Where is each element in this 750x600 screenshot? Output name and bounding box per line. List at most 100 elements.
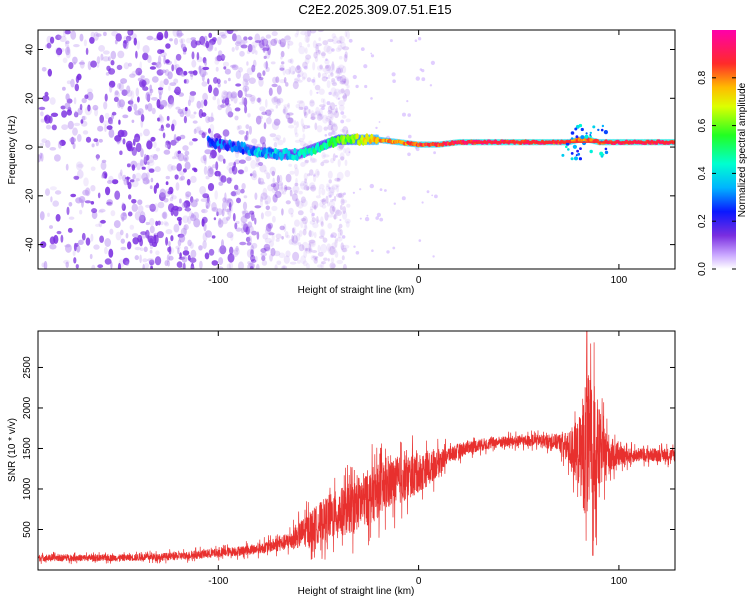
noise-speckle xyxy=(141,80,147,87)
noise-speckle xyxy=(314,111,318,116)
noise-speckle xyxy=(268,113,272,118)
noise-speckle xyxy=(297,74,301,78)
noise-speckle xyxy=(121,89,128,96)
noise-speckle xyxy=(91,143,95,148)
noise-speckle xyxy=(417,37,422,41)
noise-speckle xyxy=(167,164,174,172)
noise-speckle xyxy=(186,178,191,186)
noise-speckle xyxy=(328,187,335,196)
noise-speckle xyxy=(73,122,81,127)
noise-speckle xyxy=(126,89,133,97)
noise-speckle xyxy=(202,92,209,102)
noise-speckle xyxy=(430,60,435,65)
noise-speckle xyxy=(314,56,319,63)
noise-speckle xyxy=(178,234,186,243)
noise-speckle xyxy=(184,157,188,161)
noise-speckle xyxy=(343,148,347,154)
noise-speckle xyxy=(276,175,280,184)
noise-speckle xyxy=(330,264,337,268)
noise-speckle xyxy=(49,186,57,191)
noise-speckle xyxy=(57,35,62,39)
noise-speckle xyxy=(143,153,147,163)
noise-speckle xyxy=(128,194,132,200)
noise-speckle xyxy=(145,104,148,111)
noise-speckle xyxy=(77,163,84,168)
noise-speckle xyxy=(62,86,66,91)
noise-speckle xyxy=(283,223,287,232)
noise-speckle xyxy=(190,249,197,259)
noise-speckle xyxy=(99,114,104,124)
noise-speckle xyxy=(120,212,128,221)
noise-speckle xyxy=(221,90,228,100)
noise-speckle xyxy=(169,99,175,108)
noise-speckle xyxy=(230,64,237,68)
noise-speckle xyxy=(330,63,336,72)
noise-speckle xyxy=(308,243,312,251)
noise-speckle xyxy=(271,121,280,130)
noise-speckle xyxy=(183,115,187,124)
noise-speckle xyxy=(292,251,300,262)
noise-speckle xyxy=(263,55,267,60)
noise-speckle xyxy=(100,161,107,170)
noise-speckle xyxy=(379,217,384,222)
noise-speckle xyxy=(245,130,249,136)
noise-speckle xyxy=(342,244,350,249)
noise-speckle xyxy=(335,104,337,107)
noise-speckle xyxy=(330,123,338,132)
noise-speckle xyxy=(304,178,307,184)
noise-speckle xyxy=(106,199,113,207)
noise-speckle xyxy=(147,55,152,63)
noise-speckle xyxy=(113,96,119,102)
noise-speckle xyxy=(352,74,357,80)
noise-speckle xyxy=(110,50,117,60)
noise-speckle xyxy=(264,200,269,205)
noise-speckle xyxy=(232,33,237,42)
noise-speckle xyxy=(269,253,273,262)
noise-speckle xyxy=(204,252,210,260)
noise-speckle xyxy=(146,172,150,179)
noise-speckle xyxy=(306,77,312,83)
noise-speckle xyxy=(226,91,233,99)
noise-speckle xyxy=(320,216,324,226)
noise-speckle xyxy=(316,170,320,176)
noise-speckle xyxy=(341,235,346,239)
noise-speckle xyxy=(304,159,310,163)
noise-speckle xyxy=(199,260,203,269)
noise-speckle xyxy=(230,94,234,102)
noise-speckle xyxy=(415,147,418,150)
noise-speckle xyxy=(127,105,132,112)
noise-speckle xyxy=(309,239,316,248)
noise-speckle xyxy=(163,197,169,203)
ridge-cell xyxy=(302,152,306,159)
noise-speckle xyxy=(283,255,290,264)
noise-speckle xyxy=(384,189,387,192)
noise-speckle xyxy=(109,120,114,125)
noise-speckle xyxy=(277,183,283,190)
noise-speckle xyxy=(254,205,262,209)
noise-speckle xyxy=(126,163,131,168)
noise-speckle xyxy=(230,92,236,98)
noise-speckle xyxy=(302,216,308,225)
noise-speckle xyxy=(328,118,332,125)
noise-speckle xyxy=(312,61,316,71)
noise-speckle xyxy=(133,137,141,143)
noise-speckle xyxy=(328,187,331,190)
noise-speckle xyxy=(348,38,353,43)
noise-speckle xyxy=(254,50,258,55)
noise-speckle xyxy=(328,132,333,137)
noise-speckle xyxy=(110,60,115,66)
noise-speckle xyxy=(270,183,277,188)
noise-speckle xyxy=(247,44,253,53)
noise-speckle xyxy=(338,35,345,44)
noise-speckle xyxy=(92,104,99,111)
noise-speckle xyxy=(308,249,313,253)
noise-speckle xyxy=(111,111,117,116)
colorbar-tick-label: 0.2 xyxy=(697,214,708,228)
noise-speckle xyxy=(139,132,143,137)
noise-speckle xyxy=(284,186,292,191)
noise-speckle xyxy=(284,231,289,238)
noise-speckle xyxy=(173,133,177,143)
noise-speckle xyxy=(236,188,241,195)
noise-speckle xyxy=(220,175,227,183)
noise-speckle xyxy=(149,66,156,70)
